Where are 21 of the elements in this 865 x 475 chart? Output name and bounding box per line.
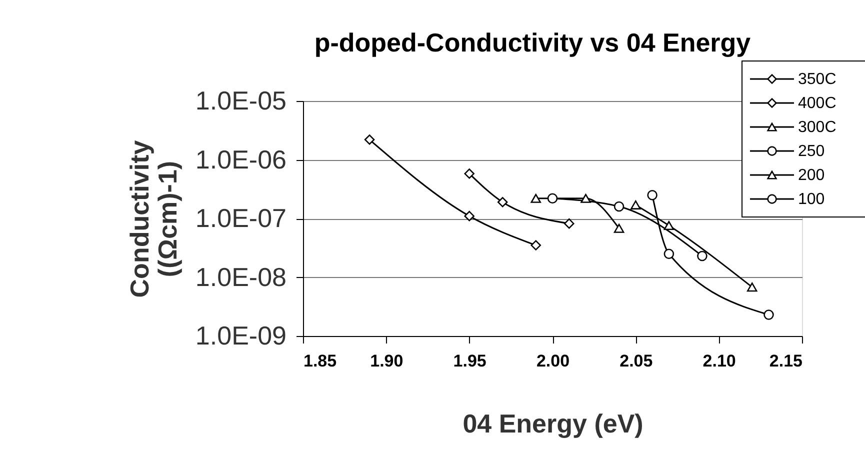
y-tick-label: 1.0E-06 <box>195 144 286 174</box>
y-tick-label: 1.0E-09 <box>195 320 286 350</box>
chart-title: p-doped-Conductivity vs 04 Energy <box>314 28 752 58</box>
y-axis-title: Conductivity ((Ωcm)-1) <box>124 140 182 298</box>
x-tick-label: 1.95 <box>453 352 486 370</box>
x-tick-label: 2.15 <box>769 352 802 370</box>
y-tick-label: 1.0E-05 <box>195 86 286 116</box>
legend-label: 100 <box>798 191 825 208</box>
legend-label: 350C <box>798 71 836 88</box>
legend-label: 400C <box>798 95 836 112</box>
x-tick-label: 1.90 <box>370 352 404 370</box>
x-tick-label: 1.85 <box>304 352 337 370</box>
x-axis-title: 04 Energy (eV) <box>462 408 644 438</box>
legend-label: 250 <box>798 143 825 160</box>
x-tick-label: 2.10 <box>702 352 736 370</box>
legend-label: 200 <box>798 167 825 184</box>
x-tick-label: 2.00 <box>536 352 570 370</box>
y-tick-label: 1.0E-08 <box>195 262 286 292</box>
legend-label: 300C <box>798 119 836 136</box>
y-tick-label: 1.0E-07 <box>195 203 286 233</box>
x-tick-label: 2.05 <box>620 352 653 370</box>
